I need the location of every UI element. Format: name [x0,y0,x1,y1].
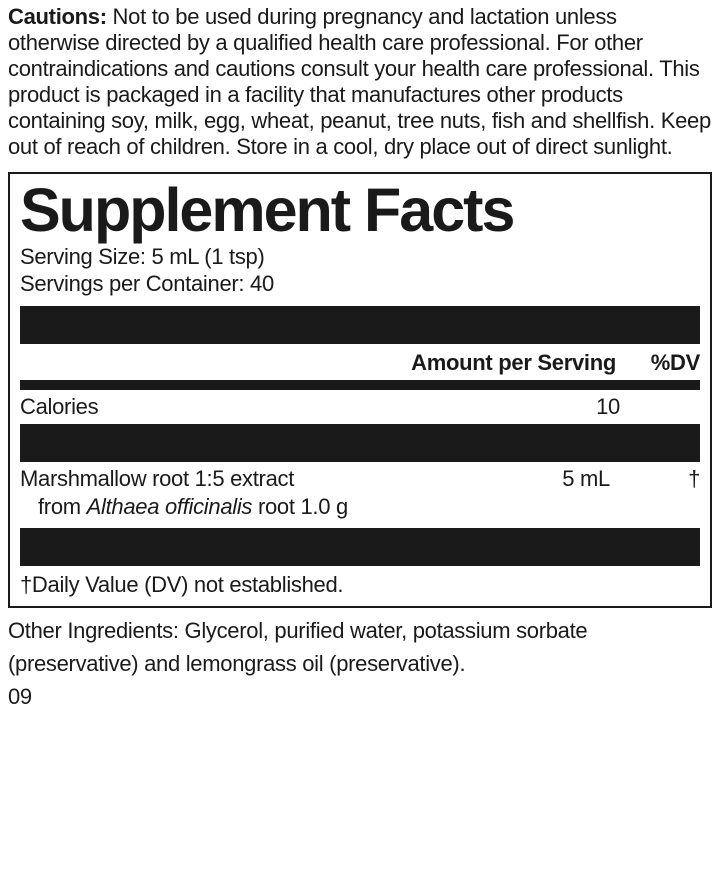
label-code: 09 [8,684,712,710]
divider-bar [20,306,700,344]
ingredient-name: Marshmallow root 1:5 extract [20,466,510,492]
divider-bar [20,528,700,566]
ingredient-sub-suffix: root 1.0 g [252,494,348,519]
calories-dv [670,394,700,420]
cautions-paragraph: Cautions: Not to be used during pregnanc… [8,4,712,160]
divider-bar [20,424,700,462]
cautions-text: Not to be used during pregnancy and lact… [8,4,711,159]
ingredient-row: Marshmallow root 1:5 extract 5 mL † [20,462,700,494]
serving-size: Serving Size: 5 mL (1 tsp) [20,243,700,271]
cautions-label: Cautions: [8,4,107,29]
calories-label: Calories [20,394,570,420]
ingredient-amount: 5 mL [510,466,610,492]
serving-size-label: Serving Size: [20,244,152,269]
divider-rule [20,380,700,390]
ingredient-sub-prefix: from [38,494,87,519]
panel-title: Supplement Facts [20,180,700,241]
header-dv: %DV [640,350,700,376]
other-ingredients: Other Ingredients: Glycerol, purified wa… [8,614,712,680]
serving-size-value: 5 mL (1 tsp) [152,244,265,269]
column-headers: Amount per Serving %DV [20,344,700,380]
servings-per-value: 40 [250,271,274,296]
calories-row: Calories 10 [20,390,700,422]
ingredient-sub: from Althaea officinalis root 1.0 g [20,494,700,524]
servings-per-container: Servings per Container: 40 [20,270,700,298]
calories-value: 10 [570,394,670,420]
ingredient-sub-italic: Althaea officinalis [87,494,253,519]
ingredient-dv: † [610,466,700,492]
servings-per-label: Servings per Container: [20,271,250,296]
supplement-facts-panel: Supplement Facts Serving Size: 5 mL (1 t… [8,172,712,608]
header-amount: Amount per Serving [411,350,616,376]
dv-footnote: †Daily Value (DV) not established. [20,566,700,600]
